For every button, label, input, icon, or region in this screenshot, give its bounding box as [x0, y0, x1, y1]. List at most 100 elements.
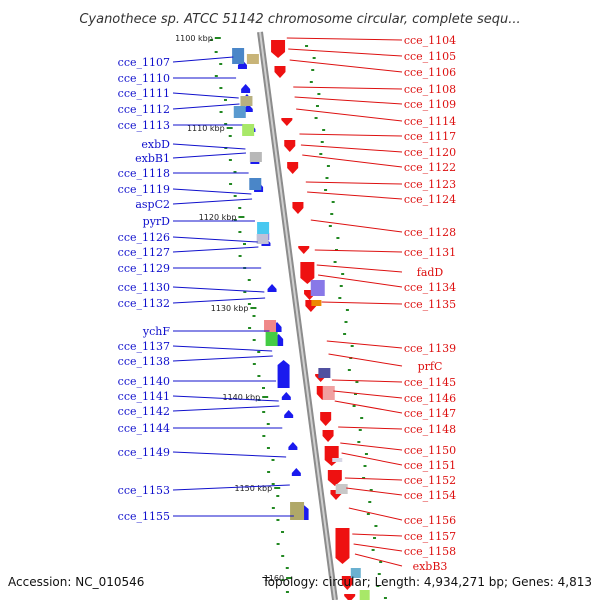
left-gene-label: ychF	[142, 325, 170, 338]
left-gene-label: cce_1119	[118, 183, 170, 196]
left-gene-label: cce_1129	[118, 262, 170, 275]
left-connector	[172, 152, 247, 159]
reverse-gene-arrow	[324, 446, 339, 466]
reverse-gene-arrow	[300, 262, 315, 284]
left-gene-label: cce_1127	[118, 246, 170, 259]
right-gene-label: cce_1134	[404, 281, 456, 294]
reverse-gene-arrow	[335, 528, 350, 564]
left-connector	[172, 103, 240, 110]
right-gene-label: prfC	[418, 360, 443, 373]
left-connector	[172, 451, 287, 458]
right-connector	[341, 452, 403, 466]
reverse-gene-arrow	[284, 140, 296, 152]
forward-gene-arrow	[243, 104, 253, 112]
left-gene-label: cce_1130	[118, 281, 170, 294]
left-gene-label: cce_1138	[118, 355, 170, 368]
right-connector	[289, 59, 403, 73]
forward-gene-arrow	[291, 468, 301, 476]
right-connector	[302, 154, 403, 168]
right-connector	[299, 133, 403, 137]
reverse-gene-arrow	[327, 470, 342, 486]
right-gene-label: exbB3	[413, 560, 448, 573]
forward-gene-arrow	[288, 442, 298, 450]
gene-block	[322, 386, 335, 400]
right-gene-label: cce_1123	[404, 178, 456, 191]
left-connector	[172, 246, 259, 253]
forward-gene-arrow	[267, 284, 277, 292]
kbp-label: 1120 kbp	[199, 213, 237, 222]
gene-block	[242, 124, 255, 136]
left-gene-label: pyrD	[143, 215, 171, 228]
left-gene-label: cce_1111	[118, 87, 170, 100]
right-gene-label: cce_1157	[404, 530, 456, 543]
right-gene-label: cce_1139	[404, 342, 456, 355]
left-gene-label: cce_1110	[118, 72, 170, 85]
gene-block	[257, 222, 270, 234]
gene-block	[249, 178, 262, 190]
gene-block	[311, 300, 322, 306]
reverse-gene-arrow	[344, 594, 356, 600]
kbp-label: 1160	[264, 574, 284, 583]
right-gene-label: cce_1156	[404, 514, 456, 527]
left-gene-label: cce_1155	[118, 510, 170, 523]
gene-block	[310, 280, 325, 296]
right-gene-label: cce_1152	[404, 474, 456, 487]
reverse-gene-arrow	[274, 66, 286, 78]
right-connector	[328, 353, 403, 367]
left-gene-label: exbD	[141, 138, 170, 151]
left-connector	[172, 143, 246, 150]
kbp-label: 1130 kbp	[211, 304, 249, 313]
right-connector	[286, 37, 403, 41]
kbp-label: 1110 kbp	[187, 124, 225, 133]
gene-block	[246, 54, 259, 64]
right-label-connectors	[286, 37, 403, 567]
right-gene-label: cce_1154	[404, 489, 456, 502]
gene-block	[256, 234, 269, 244]
right-connector	[353, 543, 403, 552]
right-gene-label: cce_1158	[404, 545, 456, 558]
forward-gene-arrow	[241, 84, 251, 93]
reverse-gene-arrow	[292, 202, 304, 214]
left-gene-label: cce_1144	[118, 422, 170, 435]
forward-gene-arrow	[281, 392, 291, 400]
gene-block	[335, 484, 348, 494]
kbp-label: 1140 kbp	[222, 393, 260, 402]
right-gene-label: cce_1145	[404, 376, 456, 389]
right-connector	[352, 533, 403, 537]
right-connector	[348, 507, 403, 521]
kbp-scale-labels: 1100 kbp 1110 kbp 1120 kbp 1130 kbp 1140 kbp…	[175, 34, 293, 583]
left-gene-label: cce_1107	[118, 56, 170, 69]
left-label-connectors	[172, 56, 294, 517]
gene-block	[318, 368, 331, 378]
right-connector	[331, 379, 403, 383]
gene-block	[233, 106, 246, 118]
left-gene-label: cce_1153	[118, 484, 170, 497]
left-connector	[172, 286, 265, 293]
right-connector	[288, 48, 403, 57]
tick-marks	[210, 39, 387, 599]
gene-block	[232, 48, 245, 64]
right-gene-label: cce_1106	[404, 66, 456, 79]
forward-gene-arrow	[284, 410, 294, 418]
gene-block	[265, 332, 278, 346]
accession-text: Accession: NC_010546	[8, 575, 144, 589]
right-gene-labels: cce_1104 cce_1105 cce_1106 cce_1108 cce_1109…	[404, 34, 456, 573]
gene-block	[264, 320, 277, 332]
left-gene-label: cce_1113	[118, 119, 170, 132]
right-connector	[296, 108, 403, 122]
left-gene-label: cce_1137	[118, 340, 170, 353]
right-gene-label: cce_1114	[404, 115, 456, 128]
right-connector	[321, 301, 403, 305]
right-gene-label: cce_1135	[404, 298, 456, 311]
right-connector	[316, 264, 403, 273]
right-gene-label: cce_1128	[404, 226, 456, 239]
left-connector	[172, 484, 290, 491]
right-gene-label: cce_1147	[404, 407, 456, 420]
right-connector	[338, 426, 403, 430]
left-gene-label: cce_1132	[118, 297, 170, 310]
reverse-gene-arrow	[322, 430, 334, 442]
reverse-gene-arrow	[341, 576, 353, 590]
right-connector	[333, 390, 403, 399]
right-connector	[318, 274, 403, 288]
